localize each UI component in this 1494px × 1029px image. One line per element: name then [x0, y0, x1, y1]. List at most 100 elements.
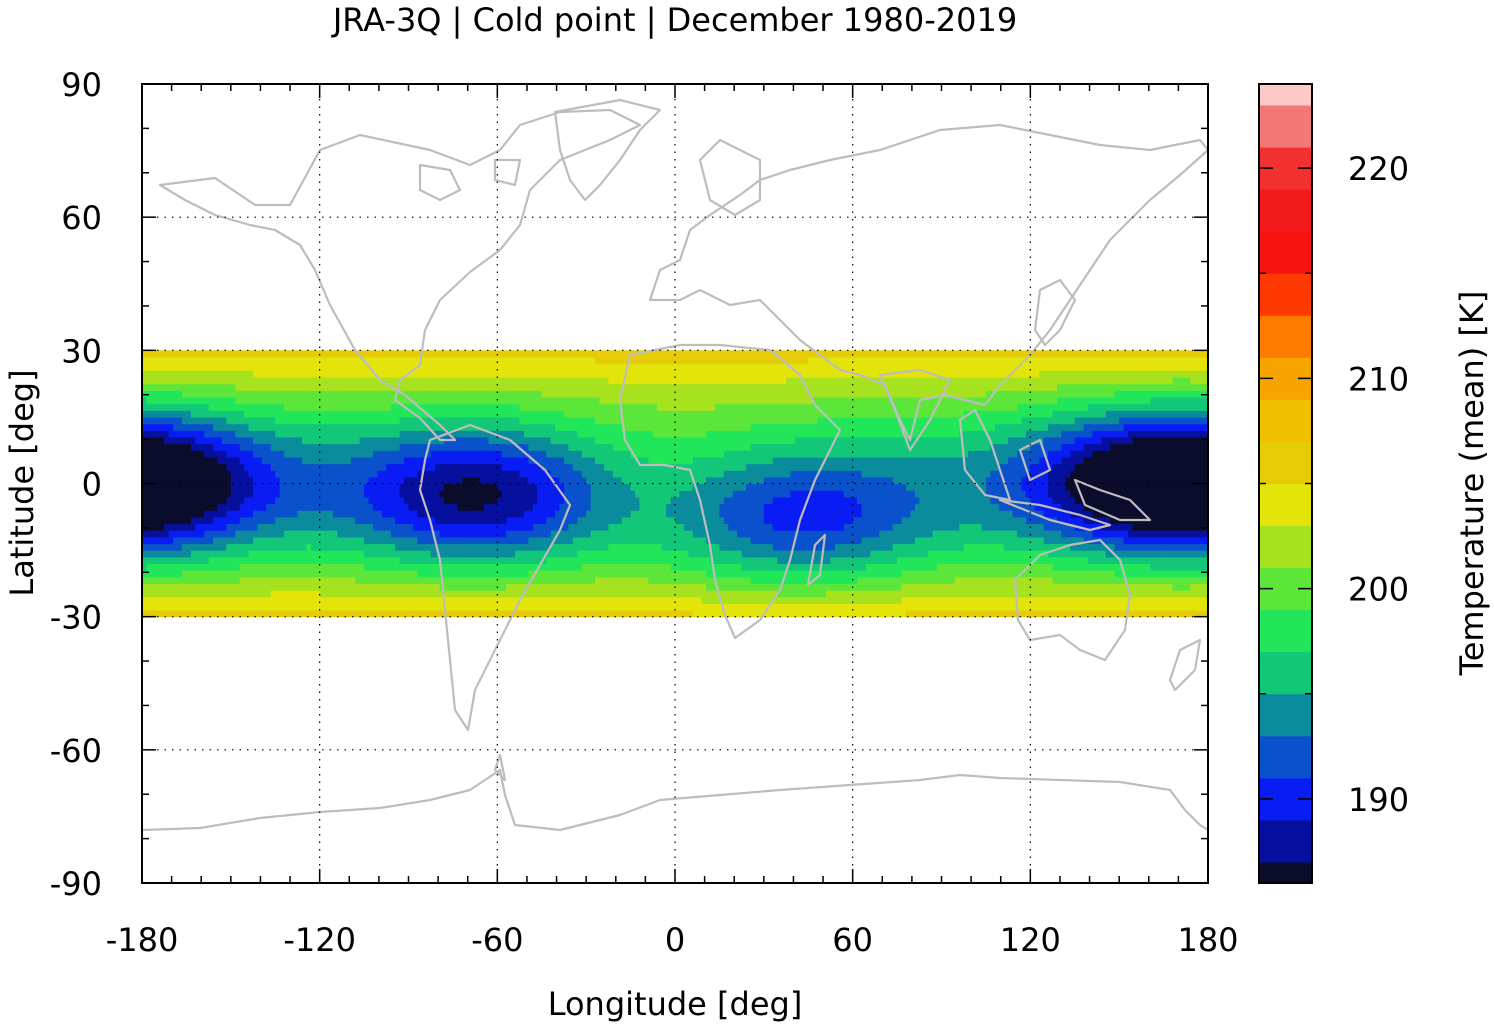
field-cell: [968, 603, 974, 611]
field-cell: [270, 550, 276, 558]
field-cell: [812, 523, 818, 531]
field-cell: [181, 483, 188, 491]
field-cell: [146, 476, 152, 485]
field-cell: [404, 590, 410, 598]
field-cell: [741, 503, 747, 511]
field-cell: [563, 556, 569, 564]
field-cell: [537, 596, 543, 604]
field-cell: [550, 583, 556, 591]
field-cell: [710, 503, 716, 511]
field-cell: [235, 503, 241, 511]
field-cell: [1070, 536, 1076, 545]
field-cell: [1199, 523, 1205, 531]
field-cell: [1132, 583, 1138, 591]
field-cell: [661, 476, 667, 485]
field-cell: [999, 476, 1005, 485]
field-cell: [1012, 610, 1018, 618]
field-cell: [892, 596, 898, 604]
field-cell: [821, 610, 827, 618]
field-cell: [444, 603, 450, 611]
field-cell: [1105, 603, 1111, 611]
field-cell: [550, 543, 556, 551]
field-cell: [559, 603, 565, 611]
field-cell: [519, 590, 525, 598]
field-cell: [1065, 576, 1071, 584]
field-cell: [652, 583, 658, 591]
field-cell: [754, 596, 760, 604]
field-cell: [963, 530, 969, 538]
field-cell: [692, 536, 698, 545]
field-cell: [484, 483, 490, 491]
field-cell: [1074, 583, 1080, 591]
field-cell: [905, 603, 912, 611]
field-cell: [612, 596, 618, 604]
field-cell: [848, 510, 854, 518]
field-cell: [608, 570, 614, 578]
field-cell: [266, 523, 272, 531]
field-cell: [541, 510, 547, 518]
field-cell: [643, 496, 649, 505]
field-cell: [746, 590, 752, 598]
field-cell: [879, 483, 885, 491]
field-cell: [994, 530, 1000, 538]
field-cell: [848, 583, 854, 591]
field-cell: [994, 596, 1000, 604]
field-cell: [266, 530, 272, 538]
field-cell: [1065, 496, 1071, 505]
field-cell: [1159, 610, 1165, 618]
field-cell: [865, 596, 872, 604]
field-cell: [177, 523, 183, 531]
field-cell: [381, 576, 387, 584]
field-cell: [337, 496, 343, 505]
field-cell: [723, 583, 729, 591]
field-cell: [750, 556, 756, 564]
field-cell: [261, 556, 267, 564]
field-cell: [1176, 550, 1182, 558]
field-cell: [444, 503, 450, 511]
field-cell: [848, 570, 854, 578]
field-cell: [221, 516, 227, 525]
field-cell: [768, 550, 774, 558]
field-cell: [466, 483, 472, 491]
field-cell: [1203, 483, 1208, 491]
field-cell: [270, 523, 276, 531]
field-cell: [763, 610, 769, 618]
field-cell: [275, 576, 281, 584]
field-cell: [985, 523, 991, 531]
field-cell: [688, 556, 694, 564]
field-cell: [341, 596, 347, 604]
field-cell: [519, 576, 525, 584]
field-cell: [617, 503, 623, 511]
field-cell: [301, 523, 307, 531]
field-cell: [315, 476, 321, 485]
field-cell: [657, 483, 663, 491]
field-cell: [817, 576, 823, 584]
field-cell: [1123, 610, 1129, 618]
field-cell: [746, 603, 752, 611]
field-cell: [528, 516, 534, 525]
field-cell: [1088, 603, 1094, 611]
field-cell: [883, 503, 889, 511]
field-cell: [746, 596, 752, 604]
field-cell: [843, 556, 849, 564]
field-cell: [324, 530, 330, 538]
field-cell: [328, 516, 334, 525]
field-cell: [590, 496, 596, 505]
field-cell: [328, 476, 334, 485]
field-cell: [692, 496, 698, 505]
field-cell: [457, 570, 463, 578]
field-cell: [937, 523, 943, 531]
field-cell: [728, 550, 734, 558]
field-cell: [812, 516, 818, 525]
field-cell: [1043, 496, 1049, 505]
field-cell: [270, 583, 276, 591]
field-cell: [199, 530, 205, 538]
field-cell: [1128, 550, 1134, 558]
field-cell: [515, 563, 521, 571]
field-cell: [1088, 490, 1094, 498]
field-cell: [857, 576, 863, 584]
field-cell: [981, 530, 987, 538]
field-cell: [759, 530, 765, 538]
field-cell: [492, 590, 498, 598]
field-cell: [590, 590, 596, 598]
